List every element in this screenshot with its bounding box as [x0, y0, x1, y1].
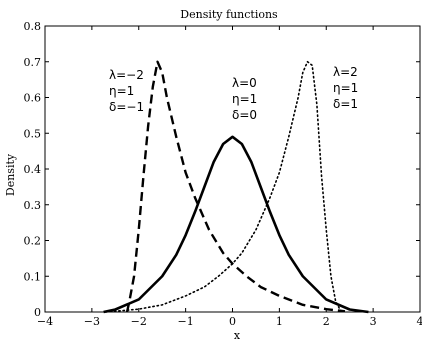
plot-frame	[44, 25, 421, 313]
y-tick-label: 0.8	[24, 20, 42, 33]
x-tick-label: −1	[178, 315, 194, 328]
curve-parameter-label: δ=0	[232, 108, 257, 122]
annotation-layer: λ=−2 η=1 δ=−1 λ=0 η=1 δ=0 λ=2 η=1 δ=1	[109, 65, 358, 122]
y-tick-label: 0.5	[24, 127, 42, 140]
x-tick-label: 4	[417, 315, 422, 328]
y-axis-label: Density	[4, 153, 17, 196]
series-line-solid	[103, 135, 369, 314]
curve-parameter-label: η=1	[232, 92, 257, 106]
axis-layer: −4 −3 −2 −1 0 1 2 3 4 0 0.1 0.2 0.3 0.4 0.5 0.6 0.7 0.8	[24, 20, 422, 328]
y-tick-label: 0.2	[24, 235, 42, 248]
curve-parameter-label: η=1	[109, 84, 134, 98]
curve-parameter-label: λ=−2	[109, 68, 144, 82]
y-tick-label: 0.4	[24, 163, 42, 176]
x-tick-label: 0	[229, 315, 236, 328]
curve-parameter-label: δ=−1	[109, 100, 144, 114]
x-tick-label: −4	[37, 315, 53, 328]
x-tick-label: 1	[276, 315, 283, 328]
curve-parameter-label: λ=2	[333, 65, 358, 79]
y-tick-label: 0.3	[24, 199, 42, 212]
x-tick-label: 2	[323, 315, 330, 328]
y-tick-label: 0.6	[24, 92, 42, 105]
x-tick-label: −2	[131, 315, 147, 328]
x-axis-label: x	[234, 329, 241, 342]
x-tick-label: 3	[370, 315, 377, 328]
series-layer	[103, 60, 369, 314]
y-tick-label: 0.7	[24, 56, 42, 69]
series-line-dotted	[105, 60, 344, 313]
curve-parameter-label: η=1	[333, 81, 358, 95]
curve-parameter-label: δ=1	[333, 97, 358, 111]
x-tick-label: −3	[84, 315, 100, 328]
y-tick-label: 0.1	[24, 270, 42, 283]
chart-title: Density functions	[180, 8, 278, 21]
curve-parameter-label: λ=0	[232, 76, 257, 90]
y-tick-label: 0	[34, 306, 41, 319]
